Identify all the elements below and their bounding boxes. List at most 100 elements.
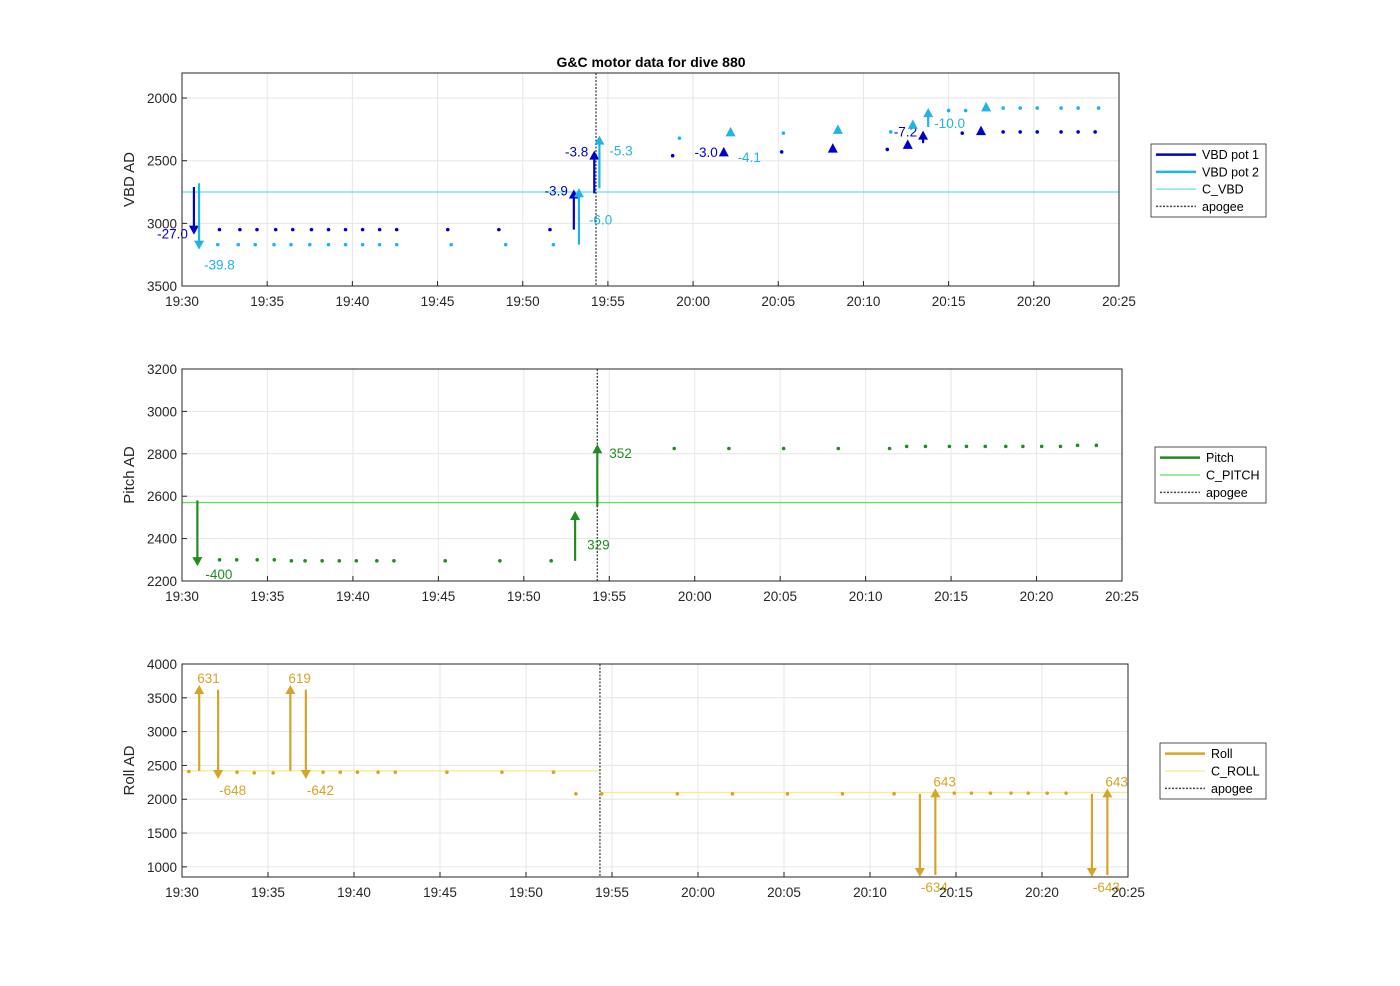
data-point: [1009, 791, 1013, 795]
data-point: [253, 242, 258, 247]
triangle-marker: [976, 125, 987, 136]
move-label: 643: [1105, 774, 1128, 789]
data-point: [574, 792, 578, 796]
triangle-marker: [981, 101, 992, 112]
data-point: [272, 558, 277, 562]
move-arrowhead: [589, 150, 600, 160]
data-point: [187, 769, 191, 774]
data-point: [1026, 791, 1031, 795]
data-point: [1076, 106, 1080, 110]
move-label: 619: [288, 671, 311, 686]
data-point: [836, 446, 841, 451]
data-point: [375, 559, 379, 563]
legend-label: apogee: [1202, 200, 1244, 214]
legend-label: C_PITCH: [1206, 469, 1259, 483]
data-point: [1059, 106, 1063, 110]
series-pitch: -400 329 352: [192, 443, 1099, 582]
data-point: [443, 559, 448, 563]
data-point: [255, 227, 259, 232]
data-point: [904, 444, 909, 449]
data-point: [307, 242, 312, 247]
move-label: -400: [205, 567, 232, 582]
x-tick-label: 20:00: [676, 294, 710, 309]
data-point: [326, 242, 331, 247]
x-tick-label: 19:50: [506, 294, 540, 309]
y-tick-label: 3500: [147, 691, 177, 706]
data-point: [952, 791, 957, 795]
triangle-marker: [827, 143, 838, 153]
move-arrowhead: [570, 511, 581, 521]
move-label: -5.3: [609, 144, 632, 159]
move-arrowhead: [918, 130, 929, 140]
legend-label: VBD pot 1: [1202, 148, 1259, 162]
move-label: -648: [219, 783, 246, 798]
x-tick-label: 20:05: [761, 294, 795, 309]
data-point: [885, 147, 890, 152]
data-point: [969, 791, 974, 795]
y-axis-label: Pitch AD: [121, 446, 138, 504]
data-point: [1035, 130, 1040, 134]
data-point: [234, 558, 239, 562]
data-point: [217, 227, 222, 232]
move-arrowhead: [573, 188, 584, 198]
y-tick-label: 2600: [147, 489, 177, 504]
data-point: [236, 242, 241, 247]
move-arrowhead: [594, 135, 605, 145]
data-point: [392, 559, 396, 563]
data-point: [781, 131, 786, 135]
series-vbd-pot-1: -27.0-3.9-3.8 -3.0-7.2: [157, 125, 1097, 242]
data-point: [963, 108, 968, 113]
data-point: [923, 444, 928, 449]
x-tick-label: 19:50: [507, 589, 541, 604]
triangle-marker: [902, 139, 913, 149]
y-tick-label: 1500: [147, 826, 177, 841]
y-tick-label: 3000: [147, 216, 177, 231]
data-point: [343, 227, 348, 232]
data-point: [1018, 106, 1022, 110]
y-tick-label: 3500: [147, 279, 177, 294]
data-point: [1035, 106, 1040, 110]
move-label: 631: [197, 671, 220, 686]
x-tick-label: 19:35: [251, 589, 285, 604]
data-point: [548, 227, 552, 232]
move-arrowhead: [213, 769, 224, 779]
data-point: [983, 444, 988, 449]
data-point: [497, 227, 501, 232]
x-tick-label: 19:45: [421, 294, 455, 309]
data-point: [289, 242, 293, 247]
x-tick-label: 20:25: [1111, 885, 1145, 900]
data-point: [449, 242, 453, 247]
data-point: [677, 136, 682, 140]
data-point: [1059, 130, 1063, 134]
y-tick-label: 2000: [147, 91, 177, 106]
data-point: [498, 559, 502, 563]
y-tick-label: 3000: [147, 404, 177, 419]
move-arrowhead: [923, 108, 934, 118]
series-roll: 631 -648 619 -642 -634 643 -643 643: [187, 671, 1128, 895]
move-arrowhead: [930, 788, 941, 798]
plot-area: [182, 369, 1122, 581]
move-arrowhead: [188, 225, 199, 235]
x-tick-label: 19:30: [165, 589, 199, 604]
y-tick-label: 1000: [147, 860, 177, 875]
data-point: [343, 242, 348, 247]
x-tick-label: 19:35: [250, 294, 284, 309]
move-label: -634: [921, 880, 949, 895]
data-point: [1064, 791, 1068, 795]
data-point: [672, 446, 677, 451]
legend-label: C_VBD: [1202, 183, 1244, 197]
legend-label: apogee: [1206, 486, 1248, 500]
move-label: -6.0: [589, 213, 612, 228]
data-point: [289, 559, 294, 563]
data-point: [255, 558, 259, 562]
x-tick-label: 19:55: [595, 885, 629, 900]
panel-vbd: -27.0-3.9-3.8 -3.0-7.2-39.8-6.0-5.3 -4.1-1…: [121, 72, 1267, 309]
move-label: -10.0: [934, 116, 965, 131]
y-tick-label: 4000: [147, 657, 177, 672]
legend-label: apogee: [1211, 782, 1253, 796]
x-tick-label: 19:45: [421, 589, 455, 604]
x-tick-label: 19:55: [591, 294, 625, 309]
x-tick-label: 20:25: [1102, 294, 1136, 309]
data-point: [394, 242, 399, 247]
